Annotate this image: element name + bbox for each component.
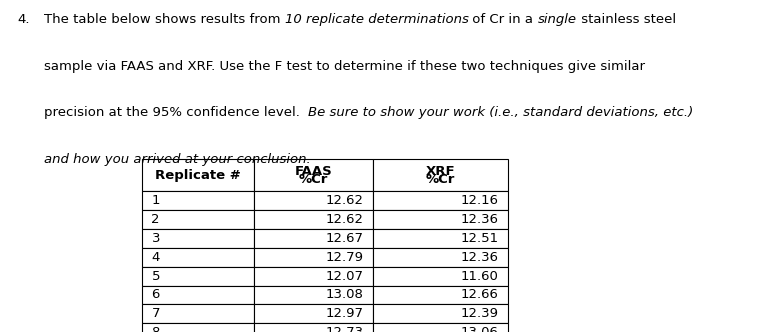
Text: %Cr: %Cr xyxy=(298,173,328,186)
Text: 12.66: 12.66 xyxy=(461,289,498,301)
Bar xyxy=(373,229,508,248)
Text: XRF: XRF xyxy=(425,165,455,178)
Text: 2: 2 xyxy=(151,213,160,226)
Text: 4.: 4. xyxy=(17,13,29,26)
Bar xyxy=(142,323,254,332)
Text: 3: 3 xyxy=(151,232,160,245)
Text: Be sure to show your work (i.e., standard deviations, etc.): Be sure to show your work (i.e., standar… xyxy=(308,106,694,119)
Bar xyxy=(373,323,508,332)
Bar xyxy=(142,304,254,323)
Text: and how you arrived at your conclusion.: and how you arrived at your conclusion. xyxy=(44,153,311,166)
Text: 12.07: 12.07 xyxy=(326,270,364,283)
Text: Replicate #: Replicate # xyxy=(155,169,241,182)
Text: 12.97: 12.97 xyxy=(326,307,364,320)
Text: 5: 5 xyxy=(151,270,160,283)
Text: 12.73: 12.73 xyxy=(325,326,364,332)
Text: stainless steel: stainless steel xyxy=(577,13,676,26)
Bar xyxy=(373,191,508,210)
Text: precision at the 95% confidence level.: precision at the 95% confidence level. xyxy=(44,106,308,119)
Bar xyxy=(254,286,373,304)
Text: 13.08: 13.08 xyxy=(326,289,364,301)
Bar xyxy=(142,159,254,191)
Text: 1: 1 xyxy=(151,194,160,207)
Text: 6: 6 xyxy=(151,289,160,301)
Text: 12.79: 12.79 xyxy=(326,251,364,264)
Bar xyxy=(254,267,373,286)
Bar xyxy=(373,304,508,323)
Bar xyxy=(373,267,508,286)
Bar xyxy=(254,304,373,323)
Bar xyxy=(254,229,373,248)
Text: FAAS: FAAS xyxy=(295,165,332,178)
Text: 12.39: 12.39 xyxy=(461,307,498,320)
Bar xyxy=(142,229,254,248)
Bar xyxy=(254,323,373,332)
Bar xyxy=(254,210,373,229)
Text: sample via FAAS and XRF. Use the F test to determine if these two techniques giv: sample via FAAS and XRF. Use the F test … xyxy=(44,60,645,73)
Text: The table below shows results from: The table below shows results from xyxy=(44,13,285,26)
Text: 12.51: 12.51 xyxy=(460,232,498,245)
Text: of Cr in a: of Cr in a xyxy=(468,13,538,26)
Text: 12.62: 12.62 xyxy=(326,194,364,207)
Text: 12.36: 12.36 xyxy=(461,213,498,226)
Bar xyxy=(142,286,254,304)
Text: single: single xyxy=(538,13,577,26)
Text: 12.67: 12.67 xyxy=(326,232,364,245)
Text: 13.06: 13.06 xyxy=(461,326,498,332)
Bar xyxy=(254,191,373,210)
Bar xyxy=(142,210,254,229)
Text: %Cr: %Cr xyxy=(425,173,455,186)
Bar xyxy=(142,267,254,286)
Bar xyxy=(254,248,373,267)
Bar xyxy=(254,159,373,191)
Text: 12.36: 12.36 xyxy=(461,251,498,264)
Text: 7: 7 xyxy=(151,307,160,320)
Bar xyxy=(142,191,254,210)
Bar xyxy=(373,210,508,229)
Text: 4: 4 xyxy=(151,251,160,264)
Bar xyxy=(142,248,254,267)
Text: 11.60: 11.60 xyxy=(461,270,498,283)
Bar xyxy=(373,159,508,191)
Bar xyxy=(373,248,508,267)
Text: 12.16: 12.16 xyxy=(461,194,498,207)
Text: 12.62: 12.62 xyxy=(326,213,364,226)
Text: 8: 8 xyxy=(151,326,160,332)
Text: 10 replicate determinations: 10 replicate determinations xyxy=(285,13,468,26)
Bar xyxy=(373,286,508,304)
